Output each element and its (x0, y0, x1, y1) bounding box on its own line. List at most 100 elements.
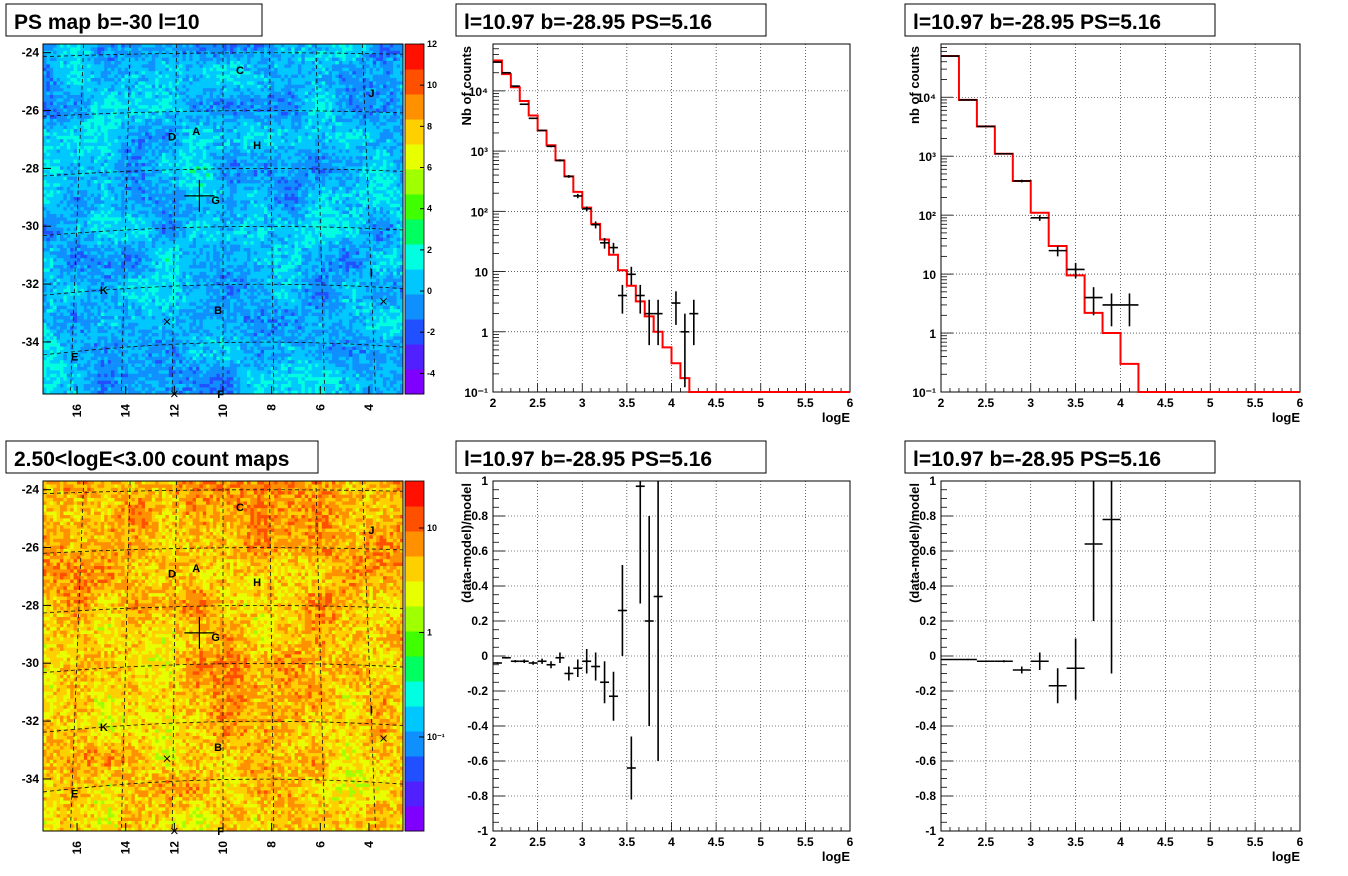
resid-left-data-points (493, 481, 663, 800)
source-label-D: D (168, 132, 176, 144)
ps-map-colorbar-swatch (405, 194, 424, 220)
count-map-xtick-label: 14 (119, 841, 133, 855)
ps-map-title: PS map b=-30 l=10 (14, 11, 200, 34)
count-map-xtick-label: 4 (362, 841, 376, 848)
ps-map-graticule (42, 43, 404, 395)
resid-right-ytick-label: 0 (929, 649, 936, 663)
ps-map-xtick-label: 12 (167, 404, 181, 418)
ps-map-colorbar-frame (404, 43, 425, 395)
spec-right-data-point (1084, 287, 1103, 316)
resid-left-xtick-label: 4 (668, 835, 675, 849)
ps-map-lon-line (120, 43, 131, 395)
spec-left-xtick-label: 2 (490, 396, 497, 410)
resid-right-data-point (1084, 481, 1103, 621)
count-map-title-box (5, 440, 319, 474)
resid-right-xtick-label: 4 (1117, 835, 1124, 849)
ps-map-colorbar-swatch (405, 369, 424, 395)
resid-right-data-point (1030, 652, 1049, 670)
count-map-lon-line (171, 480, 177, 832)
spec-right-ytick-label: 10⁻¹ (912, 386, 936, 400)
ps-map-colorbar-label: 8 (427, 121, 432, 131)
resid-left-data-point (564, 666, 574, 681)
resid-left-data-point (510, 660, 520, 663)
ps-map-colorbar-label: -4 (427, 368, 435, 378)
resid-left-data-point (591, 652, 601, 681)
ps-map-colorbar-label: -2 (427, 327, 435, 337)
spec-left-ytick-label: 10⁻¹ (464, 386, 488, 400)
count-map-colorbar-swatch (405, 556, 424, 582)
spec-right-xtick-label: 6 (1297, 396, 1304, 410)
count-map-lon-line (361, 480, 376, 832)
ps-map-colorbar-label: 10 (427, 80, 437, 90)
count-map-colorbar-swatch (405, 631, 424, 657)
source-label-K: K (100, 285, 108, 297)
count-map-colorbar-swatch (405, 806, 424, 832)
ps-map-lon-line (70, 43, 85, 395)
ps-map-xtick-label: 16 (70, 404, 84, 418)
source-label-E: E (71, 788, 78, 800)
spec-left-data-point (537, 129, 547, 132)
count-map-colorbar-label: 1 (427, 627, 432, 637)
spec-left-data-point (591, 221, 601, 229)
resid-right-xtick-label: 6 (1297, 835, 1304, 849)
spec-left-data-point (617, 284, 627, 314)
spec-left-ytick-label: 10² (471, 205, 488, 219)
ps-map-colorbar-label: 6 (427, 163, 432, 173)
spec-left-ylabel: Nb of counts (459, 46, 474, 125)
resid-right-ytick-label: 0.6 (919, 544, 936, 558)
count-map-colorbar-label: 10 (427, 523, 437, 533)
spec-left-data-point (680, 313, 690, 388)
spec-left-xlabel: logE (822, 410, 850, 425)
resid-right-xtick-label: 2 (938, 835, 945, 849)
resid-left-data-point (600, 661, 610, 704)
spec-left-data-point (644, 299, 654, 346)
resid-left-ytick-label: 1 (481, 474, 488, 488)
resid-left-ytick-label: -0.8 (467, 789, 488, 803)
resid-left-title-box (455, 440, 767, 474)
resid-right-xlabel: logE (1272, 849, 1300, 864)
ps-map-colorbar-swatch (405, 294, 424, 320)
spec-left-data-point (519, 103, 529, 106)
count-map-colorbar-swatch (405, 481, 424, 507)
count-map-ytick-label: -34 (22, 772, 40, 786)
source-label-G: G (211, 195, 220, 207)
spec-right-xlabel: logE (1272, 410, 1300, 425)
ps-map-target-marker (184, 179, 215, 212)
spec-right-data-point (976, 125, 995, 128)
spec-left-xtick-label: 6 (847, 396, 854, 410)
resid-right-xtick-label: 4.5 (1157, 835, 1174, 849)
resid-right-ytick-label: -0.8 (915, 789, 936, 803)
spec-left-data-point (635, 284, 645, 314)
count-map-xtick-label: 12 (167, 841, 181, 855)
ps-map-colorbar-swatch (405, 144, 424, 170)
source-label-F: F (217, 389, 224, 401)
spec-right-data-points (941, 55, 1139, 327)
source-label-G: G (211, 632, 220, 644)
count-map-colorbar-swatch (405, 606, 424, 632)
spec-left-data-points (493, 61, 699, 388)
source-label-C: C (236, 65, 244, 77)
resid-right-title-box (904, 440, 1216, 474)
resid-right-ytick-label: 0.2 (919, 614, 936, 628)
ps-map-colorbar-label: 0 (427, 286, 432, 296)
count-map-ytick-label: -28 (22, 598, 40, 612)
source-label-D: D (168, 569, 176, 581)
spec-right-data-point (1102, 293, 1121, 327)
count-map-xtick-label: 8 (265, 841, 279, 848)
resid-left-data-point (501, 656, 511, 659)
spec-right-ylabel: nb of counts (907, 46, 922, 124)
resid-left-data-point (528, 661, 538, 665)
resid-right-ytick-label: -0.4 (915, 719, 936, 733)
resid-right-data-point (958, 658, 977, 661)
source-label-I: I (370, 268, 373, 280)
resid-right-xtick-label: 3.5 (1067, 835, 1084, 849)
resid-right-xtick-label: 5.5 (1247, 835, 1264, 849)
ps-map-ytick-label: -30 (22, 219, 40, 233)
spec-left-data-point (573, 193, 583, 199)
ps-map-lon-line (361, 43, 376, 395)
ps-map-ytick-label: -28 (22, 161, 40, 175)
ps-map-ytick-label: -32 (22, 277, 40, 291)
resid-right-xtick-label: 2.5 (978, 835, 995, 849)
